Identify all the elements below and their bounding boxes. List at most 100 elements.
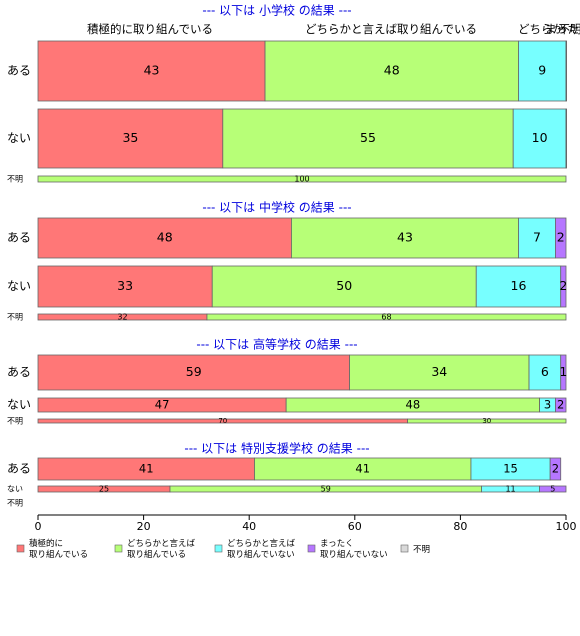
top-label-not-at-all: まった [545,22,579,36]
data-label: 5 [550,485,555,494]
data-label: 35 [122,130,138,145]
data-label: 43 [144,63,160,78]
data-label: 43 [397,230,413,245]
top-label-active: 積極的に取り組んでいる [87,22,213,36]
data-label: 11 [505,485,515,494]
x-tick-label: 40 [242,520,256,533]
data-label: 33 [117,278,133,293]
data-label: 47 [155,398,170,412]
legend-swatch [114,544,123,553]
legend-swatch [400,544,409,553]
data-label: 2 [552,462,559,476]
bar-segment [512,108,567,169]
bar-segment [560,354,567,391]
bar-segment [291,217,519,259]
x-tick-label: 80 [453,520,467,533]
bar-segment [206,313,567,321]
panel: --- 以下は 小学校 の結果 --- ある 43 48 9 ない 35 55 10 不明 100 [7,3,568,184]
x-tick-label: 0 [35,520,42,533]
row-label: ある [7,365,31,379]
x-axis: 0 20 40 60 80 100 [35,514,577,533]
x-tick-label: 60 [348,520,362,533]
bar-segment [555,397,567,413]
bar-segment [264,40,519,102]
data-label: 59 [186,364,202,379]
data-label: 59 [321,485,331,494]
bar-segment [37,265,213,308]
data-label: 9 [538,63,546,78]
legend-swatch [16,544,25,553]
legend-swatch [307,544,316,553]
panel-title: --- 以下は 中学校 の結果 --- [202,200,351,215]
bar-segment [349,354,530,391]
legend-label: どちらかと言えば取り組んでいない [227,538,296,560]
bar-segment [560,265,567,308]
row-label: ある [7,231,31,245]
legend-label: 積極的に取り組んでいる [29,538,88,560]
row-label: ない [7,131,31,145]
data-label: 48 [384,63,400,78]
row-label: 不明 [7,417,23,426]
panel: --- 以下は 高等学校 の結果 --- ある 59 34 6 1 ない 47 48 3 2 不明 70… [7,337,567,426]
bar-segment [555,217,567,259]
legend-label: どちらかと言えば取り組んでいる [127,538,196,560]
data-label: 16 [511,278,527,293]
legend: 積極的に取り組んでいる どちらかと言えば取り組んでいる どちらかと言えば取り組んでい… [16,538,430,560]
x-tick-label: 100 [556,520,577,533]
panel-title: --- 以下は 高等学校 の結果 --- [196,337,357,352]
row-label: ある [7,64,31,78]
row-label: 不明 [7,499,23,508]
data-label: 34 [431,364,447,379]
data-label: 15 [503,462,518,476]
bar-segment [222,108,514,169]
row-label: ない [7,398,31,412]
row-label: 不明 [7,175,23,184]
bar-segment [518,217,556,259]
bar-segment [37,175,567,183]
data-label: 70 [218,417,227,425]
data-label: 2 [557,230,565,245]
data-label: 2 [559,278,567,293]
data-label: 3 [544,398,551,412]
bar-segment [518,40,567,102]
data-label: 68 [381,313,391,322]
panel-title: --- 以下は 特別支援学校 の結果 --- [184,441,369,456]
data-label: 48 [157,230,173,245]
top-label-somewhat-not: どちらか [518,22,564,36]
top-label-somewhat: どちらかと言えば取り組んでいる [305,22,477,36]
bar-segment [539,485,567,493]
bar-segment [211,265,477,308]
data-label: 100 [294,175,309,184]
data-label: 50 [336,278,352,293]
bar-segment [37,217,292,259]
data-label: 7 [533,230,541,245]
top-label-unknown: 不明 [559,22,580,36]
data-label: 32 [117,313,127,322]
bar-segment [37,108,224,169]
data-label: 2 [557,398,564,412]
legend-label: まったく取り組んでいない [320,539,388,560]
data-label: 25 [99,485,109,494]
data-label: 10 [532,130,548,145]
data-label: 41 [355,462,370,476]
bar-segment [565,108,568,169]
row-label: 不明 [7,313,23,322]
bar-segment [475,265,562,308]
data-label: 6 [541,364,549,379]
data-label: 55 [360,130,376,145]
legend-label: 不明 [413,545,430,555]
data-label: 48 [406,398,421,412]
bar-segment [549,457,562,481]
data-label: 30 [482,417,491,425]
panel-title: --- 以下は 小学校 の結果 --- [202,3,351,18]
bar-segment [407,418,567,424]
bar-segment [37,354,350,391]
legend-swatch [214,544,223,553]
row-label: ない [7,485,23,494]
bar-segment [565,40,568,102]
row-label: ない [7,279,31,293]
data-label: 41 [139,462,154,476]
panel: --- 以下は 中学校 の結果 --- ある 48 43 7 2 ない 33 50 16 2 不明 32… [7,200,567,322]
